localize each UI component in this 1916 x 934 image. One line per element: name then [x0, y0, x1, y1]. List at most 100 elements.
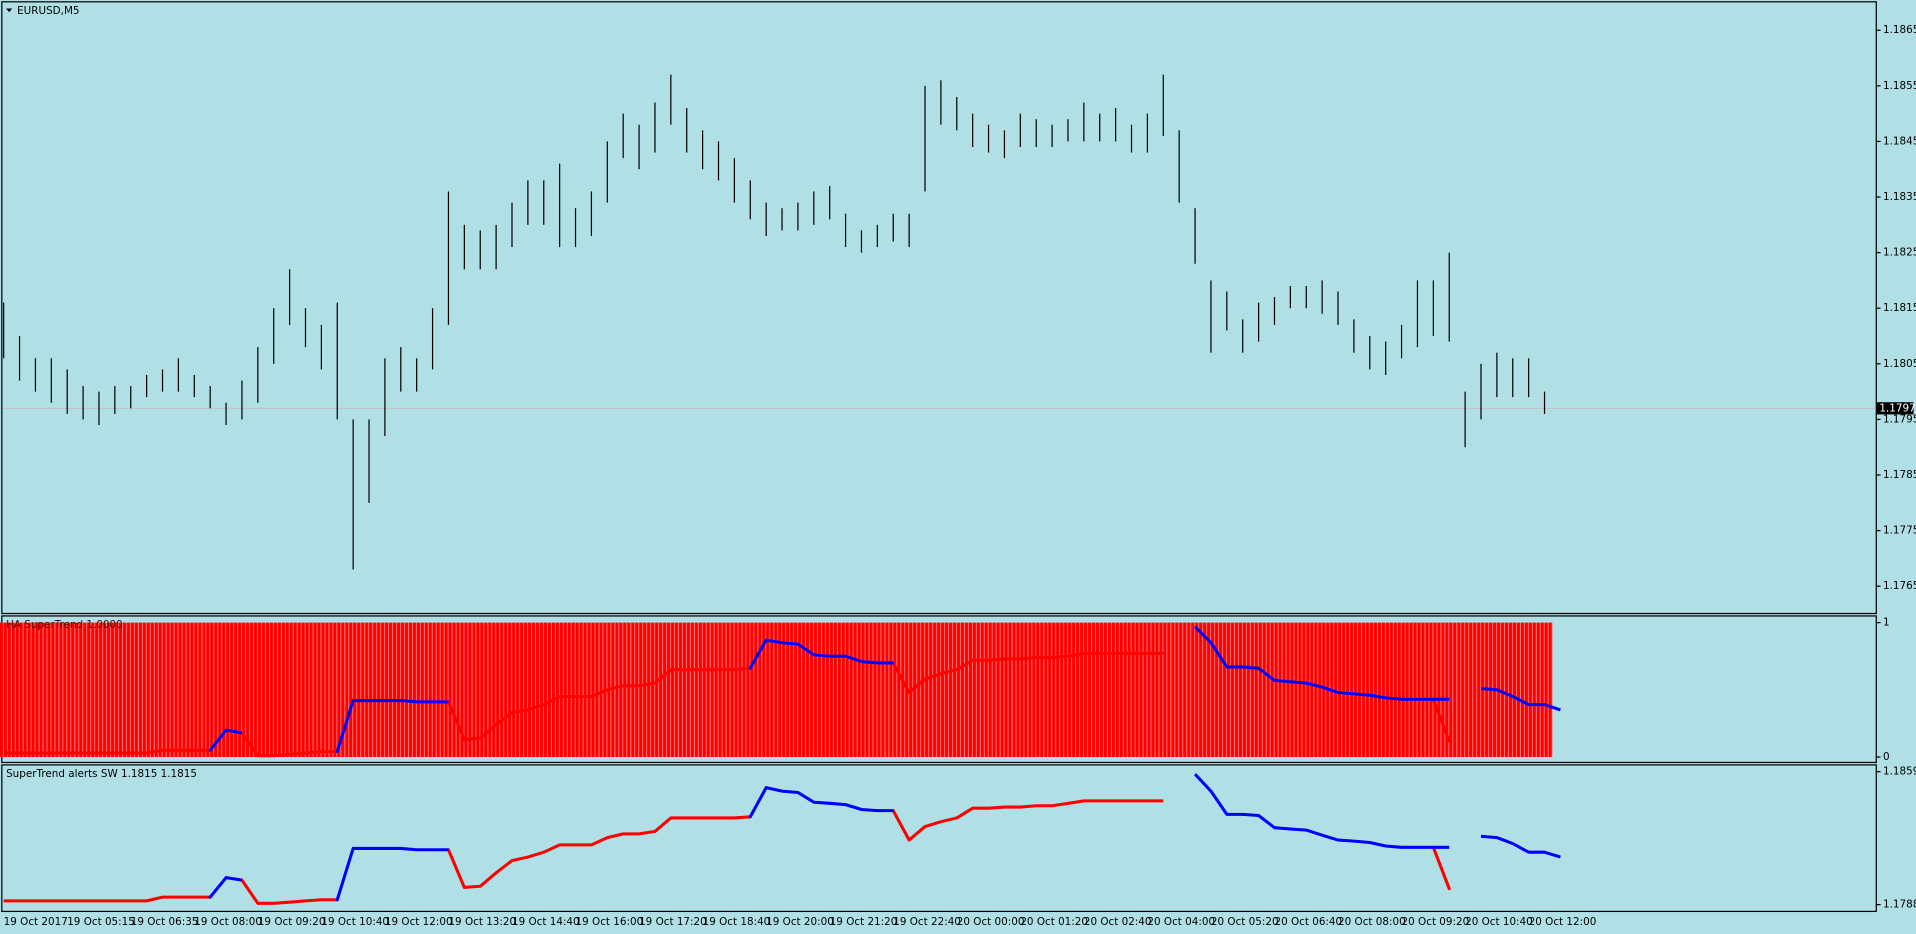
trend-switch — [335, 846, 355, 902]
histogram-bar — [504, 622, 520, 758]
histogram-bar — [1345, 622, 1362, 758]
histogram-bar — [1266, 622, 1283, 758]
histogram-bar — [1504, 622, 1521, 758]
x-tick-label: 19 Oct 17:20 — [639, 916, 707, 928]
histogram-bar — [329, 622, 346, 758]
histogram-bar — [376, 622, 393, 758]
y-tick-label: 1.1825 — [1883, 247, 1916, 259]
histogram-bar — [1441, 622, 1458, 758]
trend-switch — [240, 731, 260, 758]
x-tick-label: 19 Oct 18:40 — [703, 916, 771, 928]
main-title: EURUSD,M5 — [17, 5, 79, 17]
histogram-bar — [694, 622, 711, 758]
histogram-bar — [678, 622, 695, 758]
histogram-bar — [43, 622, 60, 758]
histogram-bar — [1171, 622, 1188, 758]
histogram-bar — [647, 622, 663, 758]
histogram-bar — [821, 622, 838, 758]
histogram-bar — [1060, 622, 1076, 758]
histogram-bar — [1393, 622, 1410, 758]
histogram-bar — [789, 622, 806, 758]
x-tick-label: 20 Oct 08:00 — [1338, 916, 1406, 928]
histogram-bar — [186, 622, 203, 758]
x-tick-label: 19 Oct 22:40 — [893, 916, 961, 928]
histogram-bar — [869, 622, 886, 758]
histogram-bar — [11, 622, 28, 758]
histogram-bar — [122, 622, 139, 758]
trend-switch — [208, 728, 228, 752]
histogram-bar — [519, 622, 536, 758]
histogram-bar — [75, 622, 92, 758]
histogram-bar — [1536, 622, 1553, 758]
histogram-bar — [1012, 622, 1029, 758]
alerts-title: SuperTrend alerts SW 1.1815 1.1815 — [6, 768, 197, 780]
x-tick-label: 20 Oct 04:00 — [1147, 916, 1215, 928]
indicator-title: HA SuperTrend 1.0000 — [6, 619, 123, 631]
histogram-bar — [551, 622, 568, 758]
histogram-bar — [853, 622, 870, 758]
trend-switch — [748, 786, 768, 819]
histogram-bar — [249, 622, 266, 758]
histogram-bar — [1298, 622, 1315, 758]
y-tick-label: 1.1805 — [1883, 358, 1916, 370]
histogram-bar — [917, 622, 933, 758]
histogram-bar — [758, 622, 775, 758]
x-tick-label: 19 Oct 13:20 — [448, 916, 516, 928]
histogram-bar — [964, 622, 981, 758]
histogram-bar — [472, 622, 489, 758]
histogram-bar — [1314, 622, 1331, 758]
histogram-bar — [313, 622, 330, 758]
histogram-bar — [805, 622, 822, 758]
panel-menu-arrow[interactable] — [6, 8, 13, 13]
y-tick-label: 1.1795 — [1883, 413, 1916, 425]
y-tick-label: 1.1859 — [1883, 766, 1916, 778]
histogram-bar — [1425, 622, 1442, 758]
histogram-bar — [1187, 622, 1203, 758]
histogram-bar — [297, 622, 314, 758]
histogram-bar — [265, 622, 282, 758]
histogram-bar — [424, 622, 441, 758]
y-tick-label: 1.1845 — [1883, 135, 1916, 147]
y-tick-label: 1 — [1883, 617, 1890, 629]
y-tick-label: 1.1815 — [1883, 302, 1916, 314]
x-tick-label: 19 Oct 12:00 — [385, 916, 453, 928]
histogram-bar — [361, 622, 377, 758]
histogram-bar — [1330, 622, 1346, 758]
histogram-bar — [1028, 622, 1045, 758]
x-tick-label: 20 Oct 06:40 — [1274, 916, 1342, 928]
y-tick-label: 1.1855 — [1883, 80, 1916, 92]
histogram-bar — [774, 622, 790, 758]
histogram-bar — [1250, 622, 1267, 758]
x-tick-label: 19 Oct 14:40 — [512, 916, 580, 928]
histogram-bar — [0, 622, 12, 758]
y-tick-label: 1.1775 — [1883, 525, 1916, 537]
histogram-bar — [1123, 622, 1140, 758]
histogram-bar — [234, 622, 250, 758]
histogram-bar — [1139, 622, 1156, 758]
histogram-bar — [27, 622, 44, 758]
histogram-bar — [1377, 622, 1394, 758]
histogram-bar — [996, 622, 1013, 758]
x-tick-label: 19 Oct 06:35 — [131, 916, 199, 928]
histogram-bar — [440, 622, 457, 758]
histogram-bar — [726, 622, 743, 758]
x-tick-label: 20 Oct 02:40 — [1084, 916, 1152, 928]
x-tick-label: 19 Oct 09:20 — [258, 916, 326, 928]
trend-switch — [748, 638, 768, 670]
x-tick-label: 19 Oct 08:00 — [194, 916, 262, 928]
histogram-bar — [1091, 622, 1108, 758]
y-tick-label: 0 — [1883, 751, 1890, 763]
histogram-bar — [710, 622, 727, 758]
supertrend-line — [225, 773, 1561, 882]
histogram-bar — [218, 622, 235, 758]
x-tick-label: 19 Oct 16:00 — [576, 916, 644, 928]
supertrend-line — [225, 625, 1561, 735]
trend-switch — [446, 700, 466, 742]
trend-switch — [240, 878, 260, 905]
trend-switch — [1431, 845, 1451, 891]
histogram-bar — [615, 622, 632, 758]
x-tick-label: 20 Oct 01:20 — [1020, 916, 1088, 928]
histogram-bar — [392, 622, 409, 758]
